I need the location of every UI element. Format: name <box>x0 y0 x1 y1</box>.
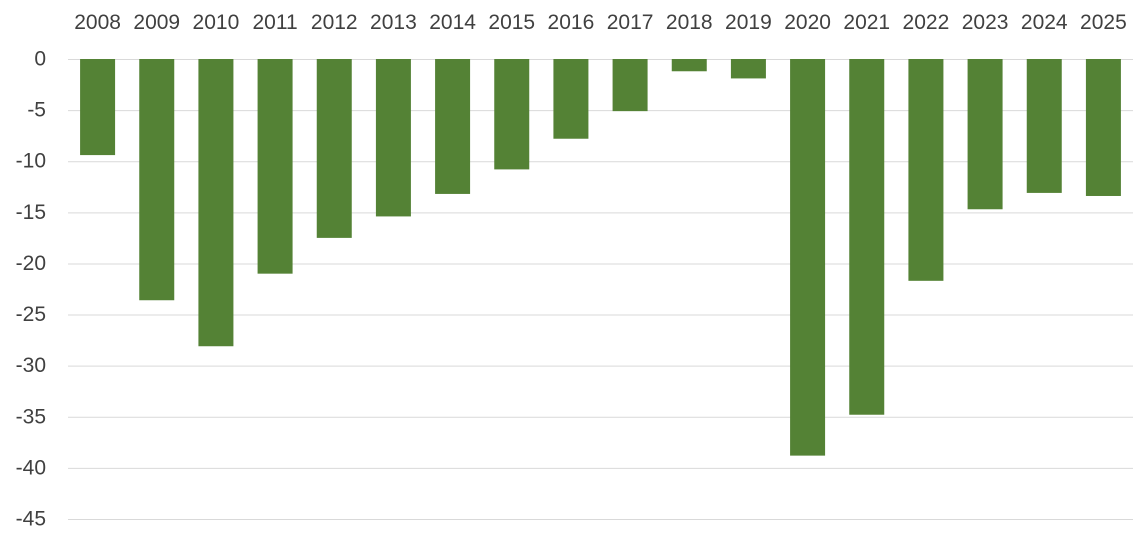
x-category-label: 2008 <box>74 11 121 34</box>
x-category-label: 2025 <box>1080 11 1127 34</box>
x-category-label: 2013 <box>370 11 417 34</box>
bar-2008 <box>80 59 116 156</box>
x-category-label: 2017 <box>607 11 654 34</box>
y-tick-label: -30 <box>16 354 46 377</box>
bar-2016 <box>553 59 589 139</box>
y-tick-label: -15 <box>16 201 46 224</box>
x-category-label: 2014 <box>429 11 476 34</box>
x-category-label: 2021 <box>843 11 890 34</box>
bar-2015 <box>494 59 530 170</box>
bar-2019 <box>730 59 766 79</box>
bar-2020 <box>790 59 826 456</box>
bar-2021 <box>849 59 885 415</box>
bars <box>80 59 1121 456</box>
gridlines <box>68 59 1133 520</box>
x-category-label: 2012 <box>311 11 358 34</box>
y-tick-label: -25 <box>16 303 46 326</box>
bar-2024 <box>1026 59 1062 193</box>
x-category-label: 2011 <box>252 11 297 34</box>
x-category-label: 2010 <box>193 11 240 34</box>
x-category-label: 2015 <box>488 11 535 34</box>
x-axis-category-labels: 2008 2009 2010 2011 2012 2013 2014 2015 2016 2017… <box>74 11 1127 34</box>
y-tick-label: -5 <box>27 99 46 122</box>
bar-2022 <box>908 59 944 281</box>
bar-2009 <box>139 59 175 301</box>
bar-2023 <box>967 59 1003 210</box>
bar-2010 <box>198 59 234 347</box>
x-category-label: 2024 <box>1021 11 1068 34</box>
bar-2017 <box>612 59 648 112</box>
y-tick-label: -20 <box>16 252 46 275</box>
bar-2011 <box>257 59 293 274</box>
y-tick-label: -35 <box>16 405 46 428</box>
y-tick-label: -10 <box>16 150 46 173</box>
y-tick-label: -45 <box>16 508 46 530</box>
x-category-label: 2016 <box>548 11 595 34</box>
x-category-label: 2022 <box>903 11 950 34</box>
bar-2025 <box>1085 59 1121 196</box>
bar-2018 <box>671 59 707 72</box>
x-category-label: 2023 <box>962 11 1009 34</box>
bar-2013 <box>375 59 411 217</box>
x-category-label: 2018 <box>666 11 713 34</box>
x-category-label: 2019 <box>725 11 772 34</box>
bar-2014 <box>435 59 471 194</box>
y-tick-label: 0 <box>34 48 46 71</box>
y-tick-label: -40 <box>16 456 46 479</box>
x-category-label: 2020 <box>784 11 831 34</box>
y-axis-tick-labels: 0 -5 -10 -15 -20 -25 -30 -35 -40 -45 <box>16 48 46 531</box>
bar-2012 <box>316 59 352 238</box>
x-category-label: 2009 <box>133 11 180 34</box>
